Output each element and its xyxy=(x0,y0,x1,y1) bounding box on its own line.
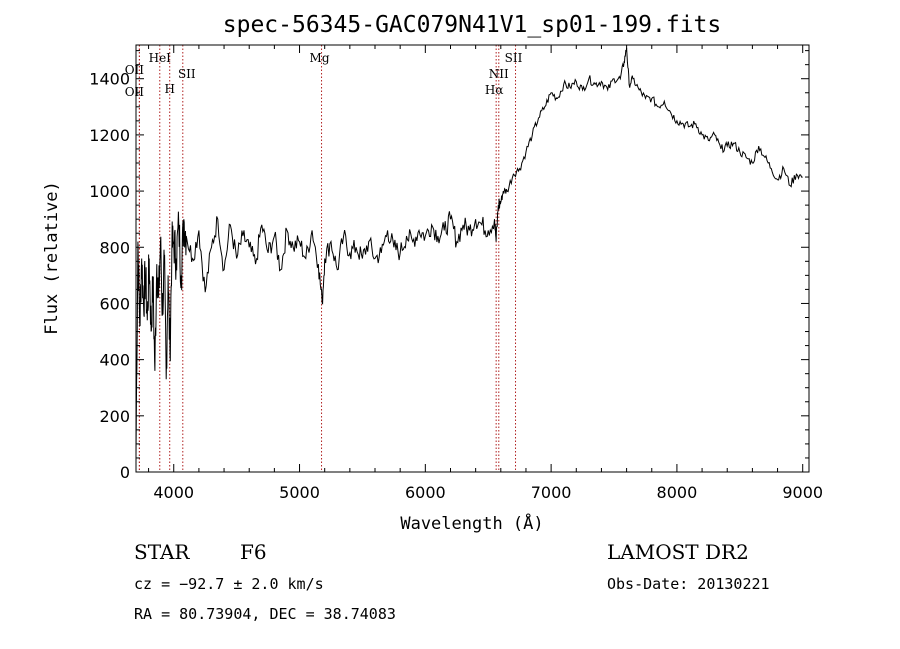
spectral-line-label: Mg xyxy=(310,51,330,65)
coordinates-text: RA = 80.73904, DEC = 38.74083 xyxy=(134,605,396,623)
y-tick-label: 1000 xyxy=(89,182,130,201)
spectrum-series xyxy=(135,47,803,456)
survey-name: LAMOST DR2 xyxy=(607,540,749,564)
y-tick-label: 600 xyxy=(99,294,130,313)
x-tick-label: 8000 xyxy=(657,483,698,502)
y-tick-label: 200 xyxy=(99,407,130,426)
object-subclass: F6 xyxy=(240,540,267,564)
plot-title: spec-56345-GAC079N41V1_sp01-199.fits xyxy=(223,12,722,38)
x-axis-label: Wavelength (Å) xyxy=(400,512,543,534)
y-tick-label: 800 xyxy=(99,238,130,257)
spectral-line-label: NII xyxy=(489,67,509,81)
x-tick-label: 6000 xyxy=(405,483,446,502)
x-tick-label: 5000 xyxy=(279,483,320,502)
x-tick-label: 9000 xyxy=(782,483,823,502)
spectral-line-label: OII xyxy=(125,85,145,99)
spectral-line-label: SII xyxy=(505,51,523,65)
spectral-line-label: HeI xyxy=(149,51,172,65)
y-tick-label: 0 xyxy=(120,463,130,482)
x-tick-label: 7000 xyxy=(531,483,572,502)
spectral-lines xyxy=(138,45,517,472)
y-axis-ticks: 0 200 400 600 800 1000 1200 1400 xyxy=(89,50,809,482)
y-tick-label: 1400 xyxy=(89,70,130,89)
velocity-text: cz = −92.7 ± 2.0 km/s xyxy=(134,575,324,593)
spectrum-line xyxy=(135,47,803,456)
object-class: STAR xyxy=(134,540,190,564)
spectral-line-label: SII xyxy=(178,67,196,81)
spectral-line-label: OII xyxy=(125,63,145,77)
y-tick-label: 1200 xyxy=(89,126,130,145)
x-tick-label: 4000 xyxy=(153,483,194,502)
spectral-line-label: Hα xyxy=(485,83,504,97)
y-axis-label: Flux (relative) xyxy=(42,181,62,335)
x-axis-ticks: 4000 5000 6000 7000 8000 9000 xyxy=(148,45,823,502)
spectral-line-labels: OII OII HeI H SII Mg NII Hα SII xyxy=(125,51,523,99)
spectral-line-label: H xyxy=(164,82,174,96)
y-tick-label: 400 xyxy=(99,351,130,370)
observation-date: Obs-Date: 20130221 xyxy=(607,575,770,593)
plot-frame xyxy=(135,44,810,473)
